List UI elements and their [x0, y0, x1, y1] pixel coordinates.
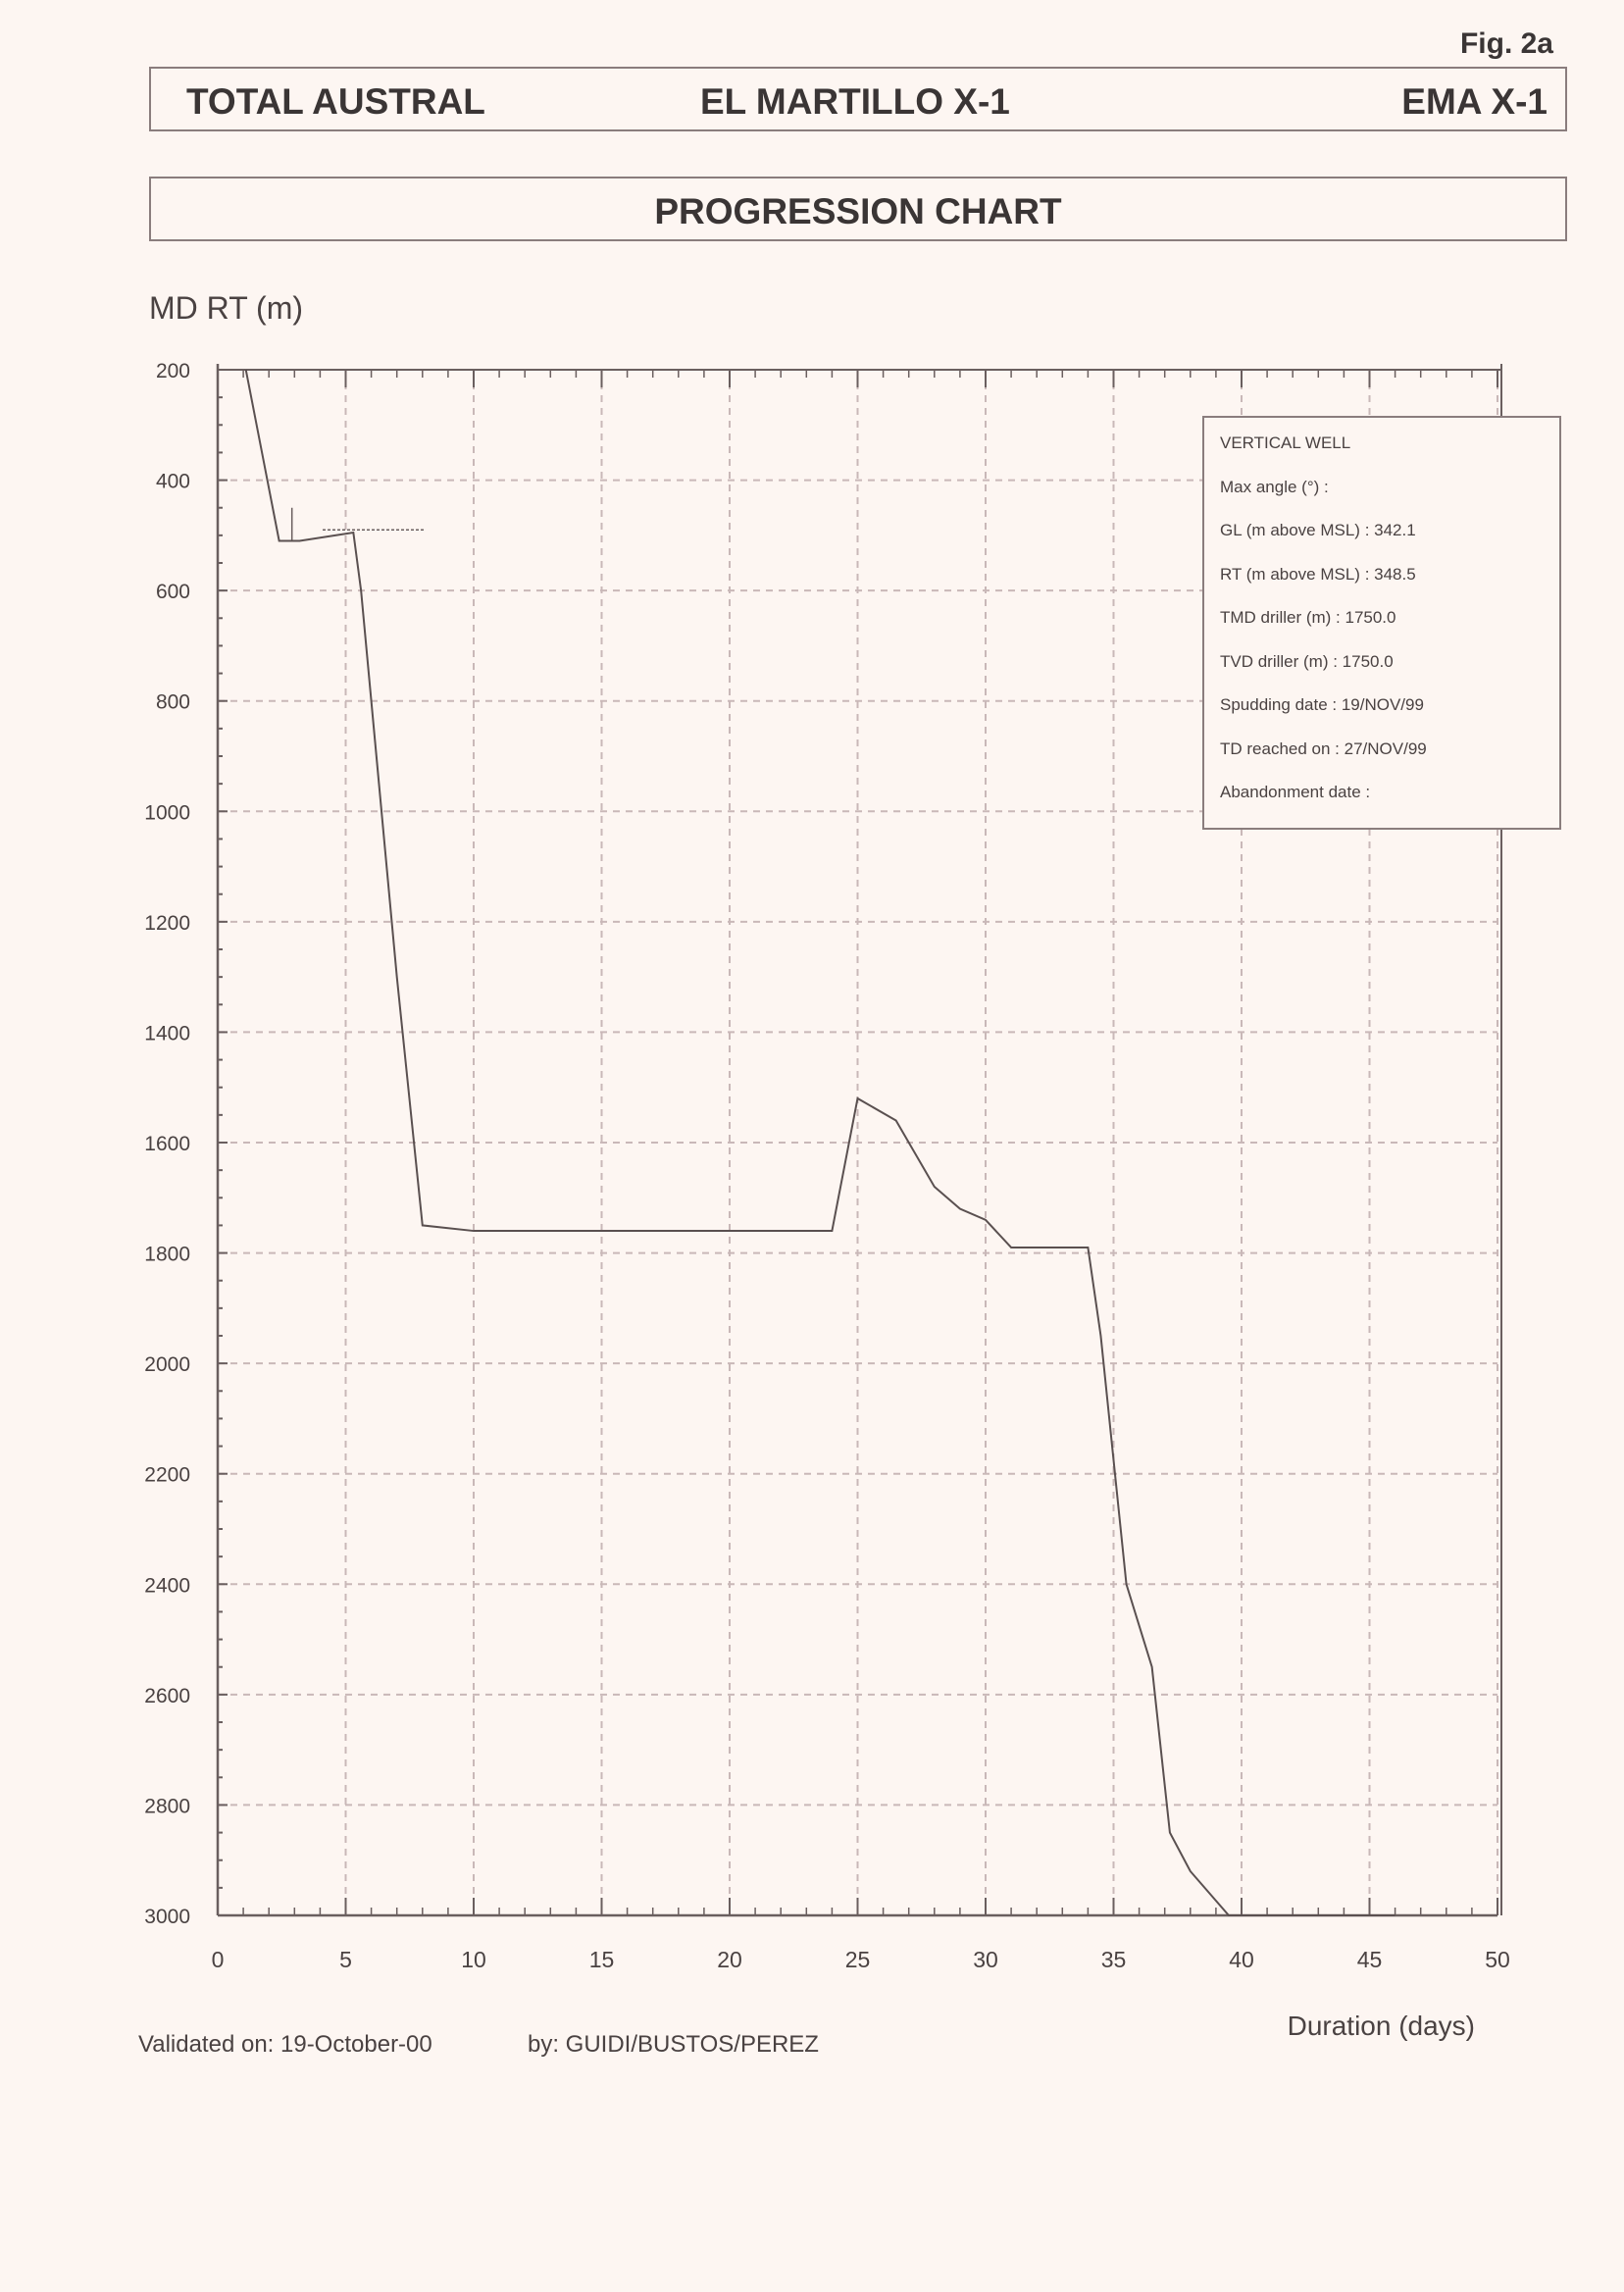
- well-code: EMA X-1: [1401, 81, 1548, 122]
- y-tick-label: 1800: [144, 1244, 190, 1266]
- y-axis-label: MD RT (m): [149, 290, 303, 326]
- x-tick-label: 5: [339, 1947, 352, 1972]
- progression-chart: 2004006008001000120014001600180020002200…: [144, 290, 1510, 2041]
- x-tick-label: 40: [1229, 1947, 1254, 1972]
- info-line: TMD driller (m) : 1750.0: [1220, 608, 1396, 627]
- y-tick-label: 3000: [144, 1906, 190, 1928]
- info-line: RT (m above MSL) : 348.5: [1220, 564, 1416, 584]
- y-tick-label: 200: [156, 360, 190, 382]
- info-box: VERTICAL WELL Max angle (°) : GL (m above …: [1202, 416, 1561, 830]
- x-tick-label: 0: [212, 1947, 225, 1972]
- y-tick-label: 400: [156, 471, 190, 493]
- info-line: TVD driller (m) : 1750.0: [1220, 651, 1394, 671]
- x-tick-label: 45: [1357, 1947, 1383, 1972]
- x-tick-label: 35: [1101, 1947, 1127, 1972]
- casing-marker: [290, 507, 300, 542]
- info-line: Spudding date : 19/NOV/99: [1220, 695, 1424, 714]
- info-line: Max angle (°) :: [1220, 477, 1329, 496]
- y-tick-label: 600: [156, 581, 190, 603]
- y-tick-label: 2200: [144, 1464, 190, 1487]
- validated-text: Validated on: 19-October-00: [138, 2031, 432, 2058]
- x-tick-label: 30: [973, 1947, 998, 1972]
- y-tick-label: 2400: [144, 1574, 190, 1597]
- x-tick-label: 25: [845, 1947, 871, 1972]
- well-name: EL MARTILLO X-1: [700, 81, 1010, 122]
- info-line: Abandonment date :: [1220, 783, 1371, 801]
- x-axis-label: Duration (days): [1288, 2011, 1475, 2041]
- y-tick-label: 1400: [144, 1022, 190, 1044]
- info-line: GL (m above MSL) : 342.1: [1220, 521, 1416, 539]
- x-tick-label: 10: [461, 1947, 486, 1972]
- y-tick-label: 1600: [144, 1133, 190, 1155]
- y-tick-label: 800: [156, 691, 190, 714]
- info-line: VERTICAL WELL: [1220, 433, 1351, 452]
- validated-by-text: by: GUIDI/BUSTOS/PEREZ: [528, 2031, 819, 2058]
- y-tick-label: 2600: [144, 1685, 190, 1707]
- y-tick-label: 2800: [144, 1795, 190, 1817]
- x-tick-label: 50: [1485, 1947, 1510, 1972]
- depth-progression-line: [244, 369, 1396, 1916]
- figure-label: Fig. 2a: [1459, 27, 1553, 60]
- chart-title: PROGRESSION CHART: [654, 191, 1062, 231]
- y-tick-label: 2000: [144, 1353, 190, 1376]
- y-tick-label: 1200: [144, 912, 190, 935]
- info-line: TD reached on : 27/NOV/99: [1220, 739, 1427, 758]
- company-name: TOTAL AUSTRAL: [186, 81, 485, 122]
- x-tick-label: 15: [589, 1947, 615, 1972]
- y-tick-label: 1000: [144, 801, 190, 824]
- header-box: TOTAL AUSTRAL EL MARTILLO X-1 EMA X-1: [149, 67, 1567, 131]
- x-tick-label: 20: [717, 1947, 742, 1972]
- title-box: PROGRESSION CHART: [149, 177, 1567, 241]
